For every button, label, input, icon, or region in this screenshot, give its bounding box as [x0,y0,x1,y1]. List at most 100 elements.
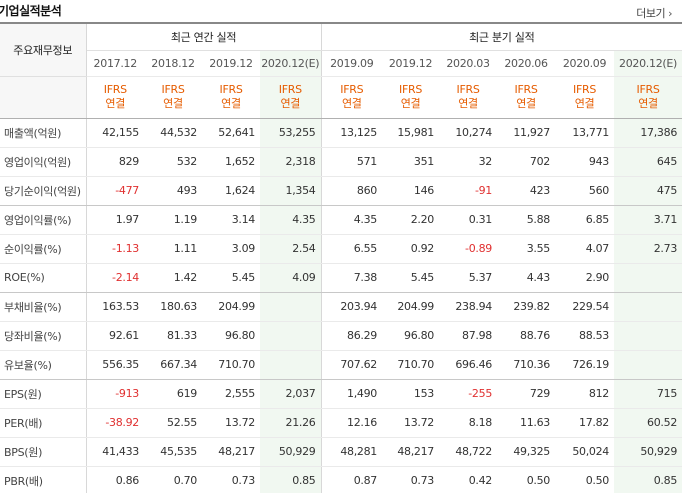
section-title: 기업실적분석 [0,4,62,18]
value-cell [260,321,322,351]
value-cell: 0.31 [439,205,498,235]
value-cell: 0.85 [260,466,322,493]
value-cell: -2.14 [85,263,144,293]
value-cell: 2.90 [555,263,615,293]
row-label: 부채비율(%) [0,292,87,322]
accounting-standard: IFRS 연결 [382,76,440,119]
std-ifrs: IFRS [636,83,660,96]
std-consolidated: 연결 [400,97,421,110]
value-cell: 0.86 [85,466,144,493]
value-cell: 41,433 [85,437,144,467]
value-cell: 88.53 [555,321,615,351]
value-cell: 146 [382,176,440,206]
value-cell: 2.20 [382,205,440,235]
period-header: 2017.12 [85,50,144,77]
value-cell: 50,929 [260,437,322,467]
table-row: 영업이익률(%) 1.97 1.19 3.14 4.35 4.35 2.20 0.31 5.88… [0,205,682,235]
std-consolidated: 연결 [163,97,183,110]
accounting-standard: IFRS 연결 [320,76,383,119]
value-cell: 17.82 [555,408,615,438]
value-cell: 92.61 [85,321,144,351]
accounting-standard: IFRS 연결 [497,76,556,119]
value-cell: 5.37 [439,263,498,293]
value-cell: -1.13 [85,234,144,264]
value-cell: 860 [320,176,383,206]
value-cell: 556.35 [85,350,144,380]
value-cell: -255 [439,379,498,409]
accounting-standard: IFRS 연결 [144,76,202,119]
value-cell: 96.80 [382,321,440,351]
row-label: EPS(원) [0,379,87,409]
value-cell: 1,354 [260,176,322,206]
value-cell: 48,722 [439,437,498,467]
row-label: 당좌비율(%) [0,321,87,351]
value-cell: 0.50 [497,466,556,493]
value-cell: 943 [555,147,615,177]
value-cell: 702 [497,147,556,177]
table-row: 순이익률(%) -1.13 1.11 3.09 2.54 6.55 0.92 -0.89 3.5… [0,234,682,264]
value-cell: 1.11 [144,234,202,264]
accounting-standard: IFRS 연결 [439,76,498,119]
value-cell: 5.88 [497,205,556,235]
value-cell: 0.70 [144,466,202,493]
period-header: 2020.03 [439,50,498,77]
value-cell: 48,281 [320,437,383,467]
std-consolidated: 연결 [574,97,595,110]
value-cell: 1.42 [144,263,202,293]
accounting-standard: IFRS 연결 [555,76,615,119]
value-cell: 163.53 [85,292,144,322]
value-cell: -913 [85,379,144,409]
value-cell: 726.19 [555,350,615,380]
value-cell [260,350,322,380]
value-cell: 60.52 [614,408,682,438]
value-cell: 3.09 [202,234,260,264]
std-consolidated: 연결 [458,97,478,110]
value-cell: 4.07 [555,234,615,264]
value-cell: 17,386 [614,118,682,148]
value-cell: 829 [85,147,144,177]
value-cell: -477 [85,176,144,206]
more-link[interactable]: 더보기 › [636,5,672,21]
std-ifrs: IFRS [340,83,364,96]
value-cell: 0.73 [382,466,440,493]
row-label: PBR(배) [0,466,87,493]
value-cell: 707.62 [320,350,383,380]
value-cell: 645 [614,147,682,177]
period-header: 2019.12 [382,50,440,77]
value-cell: 11.63 [497,408,556,438]
table-row: EPS(원) -913 619 2,555 2,037 1,490 153 -255 729 81… [0,379,682,409]
value-cell: 52,641 [202,118,260,148]
value-cell: 21.26 [260,408,322,438]
std-ifrs: IFRS [456,83,480,96]
table-row: PER(배) -38.92 52.55 13.72 21.26 12.16 13.72 8.1… [0,408,682,438]
std-consolidated: 연결 [638,97,658,110]
value-cell: 11,927 [497,118,556,148]
value-cell: 571 [320,147,383,177]
value-cell: 44,532 [144,118,202,148]
table-row: 매출액(억원) 42,155 44,532 52,641 53,255 13,125 15,… [0,118,682,148]
value-cell: 153 [382,379,440,409]
value-cell: 204.99 [382,292,440,322]
std-ifrs: IFRS [278,83,302,96]
value-cell: 180.63 [144,292,202,322]
financial-summary-table: 주요재무정보 최근 연간 실적 최근 분기 실적 2017.12 2018.12 2… [0,22,682,493]
value-cell: 86.29 [320,321,383,351]
row-label: 순이익률(%) [0,234,87,264]
table-row: PBR(배) 0.86 0.70 0.73 0.85 0.87 0.73 0.42 0.50 0.… [0,466,682,493]
value-cell: 423 [497,176,556,206]
value-cell: 88.76 [497,321,556,351]
value-cell: 812 [555,379,615,409]
std-ifrs: IFRS [399,83,423,96]
value-cell: 1.19 [144,205,202,235]
value-cell: -38.92 [85,408,144,438]
value-cell: 1,490 [320,379,383,409]
table-row: 유보율(%) 556.35 667.34 710.70 707.62 710.70 696.… [0,350,682,380]
value-cell: 4.35 [260,205,322,235]
row-label: 영업이익(억원) [0,147,87,177]
value-cell: 96.80 [202,321,260,351]
period-header: 2019.12 [202,50,260,77]
value-cell: 7.38 [320,263,383,293]
value-cell [614,321,682,351]
value-cell: 50,024 [555,437,615,467]
value-cell: 710.70 [202,350,260,380]
